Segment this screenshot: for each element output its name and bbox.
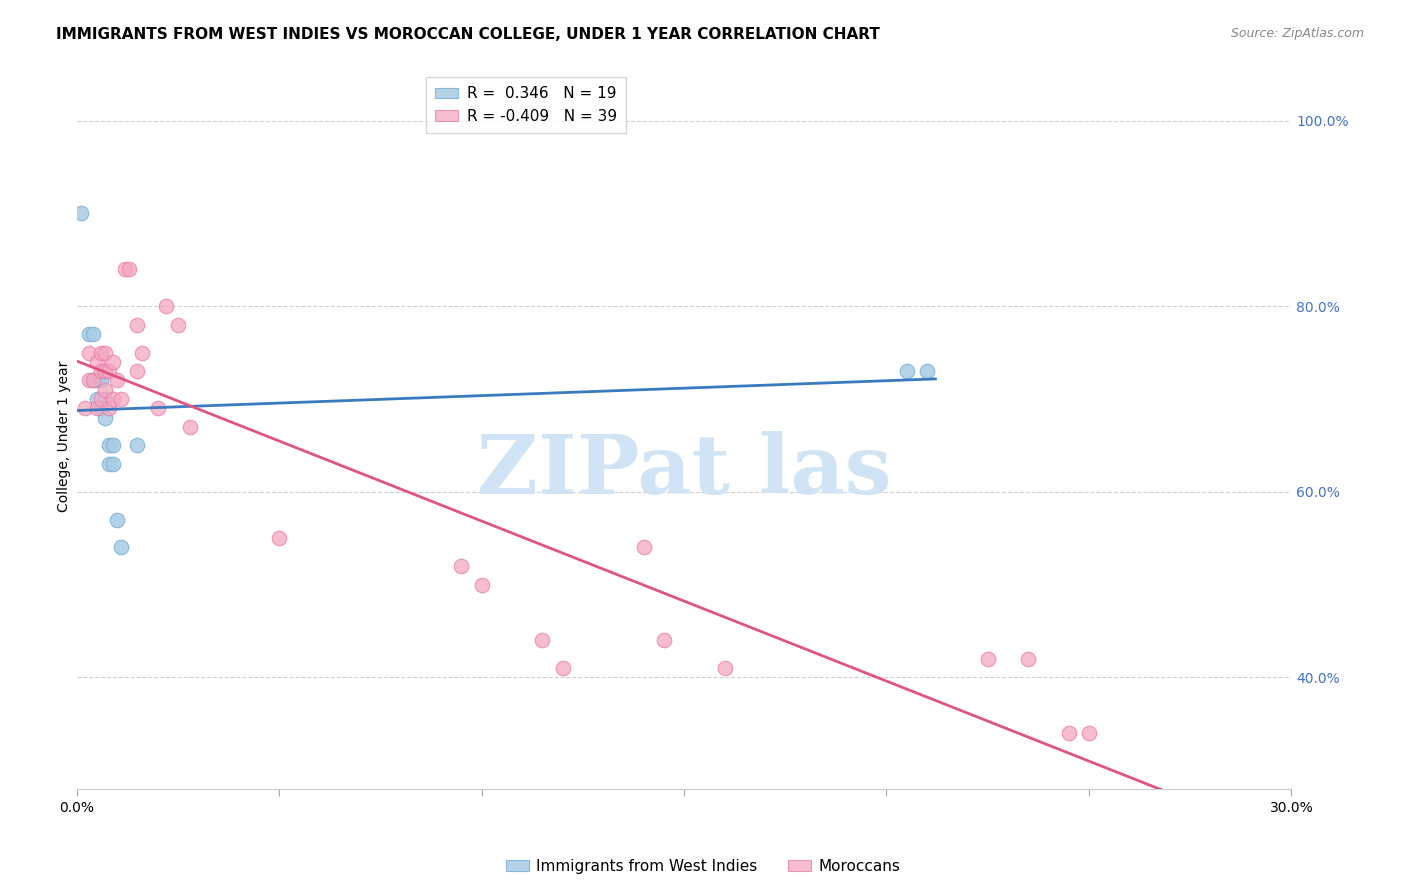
Point [896, 364, 918, 378]
Point [86, 355, 108, 369]
Point [146, 401, 169, 416]
Point [90, 374, 112, 388]
Point [101, 355, 124, 369]
Point [118, 262, 141, 277]
Legend: Immigrants from West Indies, Moroccans: Immigrants from West Indies, Moroccans [499, 853, 907, 880]
Point [1017, 652, 1039, 666]
Text: IMMIGRANTS FROM WEST INDIES VS MOROCCAN COLLEGE, UNDER 1 YEAR CORRELATION CHART: IMMIGRANTS FROM WEST INDIES VS MOROCCAN … [56, 27, 880, 42]
Point [82, 374, 104, 388]
Point [915, 364, 938, 378]
Point [269, 531, 291, 545]
Point [90, 401, 112, 416]
Point [73, 401, 96, 416]
Point [114, 262, 136, 277]
Point [471, 577, 494, 591]
Point [1077, 726, 1099, 740]
Legend: R =  0.346   N = 19, R = -0.409   N = 39: R = 0.346 N = 19, R = -0.409 N = 39 [426, 77, 627, 133]
Point [98, 438, 121, 452]
Point [94, 383, 117, 397]
Point [86, 392, 108, 406]
Point [127, 364, 149, 378]
Point [531, 633, 554, 648]
Point [82, 374, 104, 388]
Point [101, 457, 124, 471]
Point [98, 364, 121, 378]
Point [94, 345, 117, 359]
Point [90, 364, 112, 378]
Point [101, 392, 124, 406]
Point [98, 401, 121, 416]
Point [1057, 726, 1080, 740]
Y-axis label: College, Under 1 year: College, Under 1 year [58, 360, 72, 512]
Point [105, 513, 128, 527]
Point [94, 410, 117, 425]
Point [105, 374, 128, 388]
Point [179, 420, 201, 434]
Point [167, 318, 190, 332]
Point [90, 345, 112, 359]
Point [86, 374, 108, 388]
Point [77, 327, 100, 342]
Point [98, 457, 121, 471]
Point [77, 345, 100, 359]
Point [976, 652, 998, 666]
Point [94, 364, 117, 378]
Point [450, 559, 472, 574]
Point [94, 392, 117, 406]
Point [90, 392, 112, 406]
Point [551, 661, 574, 675]
Point [86, 401, 108, 416]
Point [713, 661, 735, 675]
Text: Source: ZipAtlas.com: Source: ZipAtlas.com [1230, 27, 1364, 40]
Point [131, 345, 153, 359]
Point [77, 374, 100, 388]
Point [633, 541, 655, 555]
Point [127, 438, 149, 452]
Point [127, 318, 149, 332]
Point [155, 299, 177, 313]
Point [110, 392, 132, 406]
Point [101, 438, 124, 452]
Text: ZIPat las: ZIPat las [477, 432, 891, 511]
Point [82, 327, 104, 342]
Point [110, 541, 132, 555]
Point [69, 206, 91, 220]
Point [652, 633, 675, 648]
